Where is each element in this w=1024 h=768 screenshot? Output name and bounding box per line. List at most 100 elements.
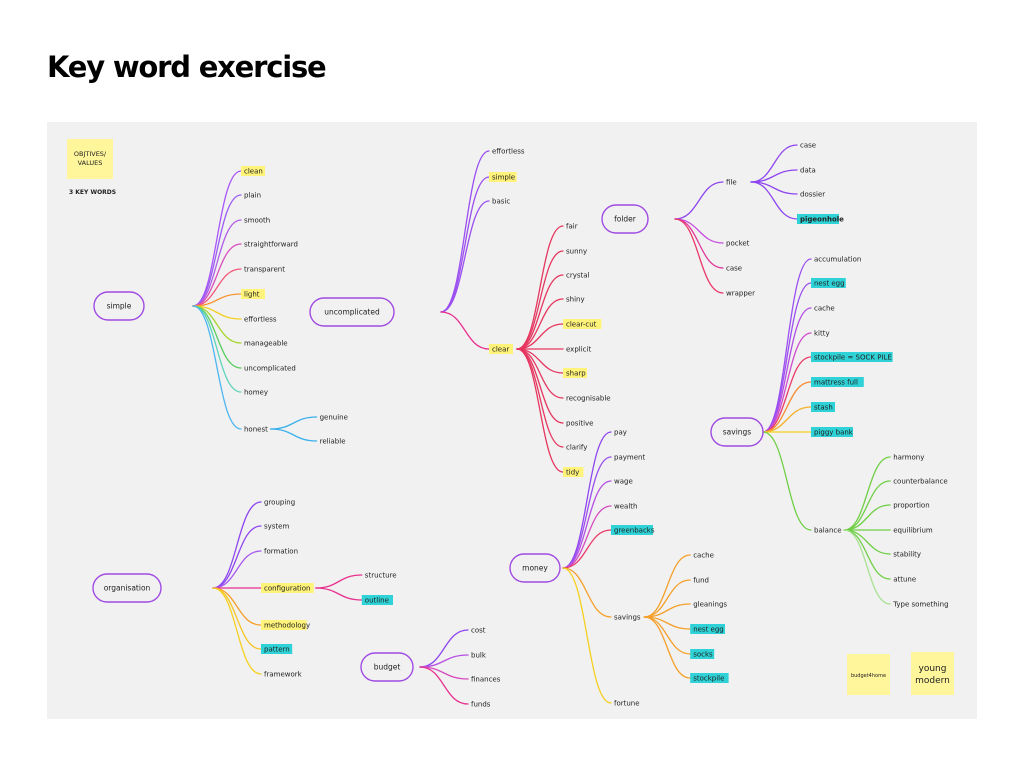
node-cache[interactable]: cache [693,551,714,559]
node-bulk[interactable]: bulk [471,651,487,659]
node-transparent[interactable]: transparent [244,265,285,273]
node-effortless[interactable]: effortless [492,147,525,155]
node-attune[interactable]: attune [893,575,916,583]
node-stability[interactable]: stability [893,550,921,558]
node-label: explicit [566,345,591,353]
root-node-money[interactable]: money [509,553,561,583]
node-greenbacks[interactable]: greenbacks [611,525,655,535]
node-wrapper[interactable]: wrapper [726,289,755,297]
node-nest-egg[interactable]: nest egg [690,624,725,634]
whiteboard-canvas[interactable]: clean plain smooth straightforward transpare… [47,122,977,719]
root-node-folder[interactable]: folder [601,204,649,234]
sticky-note-young-modern[interactable]: young modern [911,652,954,695]
node-structure[interactable]: structure [365,571,397,579]
node-kitty[interactable]: kitty [814,329,830,337]
node-shiny[interactable]: shiny [566,295,585,303]
node-system[interactable]: system [264,522,289,530]
node-type-something[interactable]: Type something [892,600,948,608]
node-pocket[interactable]: pocket [726,239,750,247]
node-socks[interactable]: socks [690,649,715,659]
highlight-teal [261,644,293,654]
node-counterbalance[interactable]: counterbalance [893,477,948,485]
node-fair[interactable]: fair [566,222,578,230]
node-outline[interactable]: outline [361,595,393,605]
node-pattern[interactable]: pattern [261,644,293,654]
node-simple[interactable]: simple [489,172,517,182]
node-honest[interactable]: honest [244,425,268,433]
connector-line [516,298,564,350]
node-payment[interactable]: payment [614,453,645,461]
node-label: mattress full [814,378,858,386]
node-cost[interactable]: cost [471,626,486,634]
node-recognisable[interactable]: recognisable [566,394,611,402]
node-data[interactable]: data [800,166,816,174]
node-pigeonhole[interactable]: pigeonhole [797,214,844,224]
node-grouping[interactable]: grouping [264,498,295,506]
node-wealth[interactable]: wealth [614,502,637,510]
node-stockpile-sock-pile[interactable]: stockpile = SOCK PILE [811,352,893,362]
node-label: clean [244,167,263,175]
node-fortune[interactable]: fortune [614,699,640,707]
node-fund[interactable]: fund [693,576,709,584]
node-gleanings[interactable]: gleanings [693,600,727,608]
node-mattress-full[interactable]: mattress full [811,377,864,387]
node-light[interactable]: light [241,289,265,299]
root-node-simple[interactable]: simple [93,291,145,321]
node-configuration[interactable]: configuration [261,583,314,593]
node-straightforward[interactable]: straightforward [244,240,298,248]
node-clear-cut[interactable]: clear-cut [563,319,602,329]
root-node-budget[interactable]: budget [360,652,414,682]
sticky-note-objtives[interactable]: OBJTIVES/ VALUES [67,139,113,179]
node-methodology[interactable]: methodology [261,620,310,630]
node-savings[interactable]: savings [614,613,641,621]
root-node-organisation[interactable]: organisation [92,573,162,603]
node-formation[interactable]: formation [264,547,298,555]
node-funds[interactable]: funds [471,700,491,708]
node-harmony[interactable]: harmony [893,453,924,461]
sticky-line-2: VALUES [78,159,103,167]
node-case[interactable]: case [726,264,742,272]
node-case[interactable]: case [800,141,816,149]
node-reliable[interactable]: reliable [320,437,346,445]
node-equilibrium[interactable]: equilibrium [893,526,933,534]
node-plain[interactable]: plain [244,191,261,199]
node-uncomplicated[interactable]: uncomplicated [244,364,296,372]
node-clarify[interactable]: clarify [566,443,587,451]
node-wage[interactable]: wage [614,477,633,485]
node-framework[interactable]: framework [264,670,303,678]
node-label: wealth [614,502,637,510]
node-positive[interactable]: positive [566,419,593,427]
node-homey[interactable]: homey [244,388,268,396]
node-proportion[interactable]: proportion [893,501,929,509]
node-stockpile[interactable]: stockpile [690,673,729,683]
node-finances[interactable]: finances [471,675,501,683]
node-effortless[interactable]: effortless [244,315,277,323]
node-piggy-bank[interactable]: piggy bank [811,427,854,437]
node-manageable[interactable]: manageable [244,339,288,347]
node-crystal[interactable]: crystal [566,271,590,279]
node-stash[interactable]: stash [811,402,835,412]
node-label: configuration [264,584,310,592]
node-cache[interactable]: cache [814,304,835,312]
node-basic[interactable]: basic [492,197,510,205]
node-sharp[interactable]: sharp [563,368,587,378]
root-node-savings[interactable]: savings [710,417,764,447]
node-dossier[interactable]: dossier [800,190,825,198]
node-file[interactable]: file [726,178,737,186]
node-nest-egg[interactable]: nest egg [811,278,846,288]
node-pay[interactable]: pay [614,428,627,436]
sticky-note-budget4home[interactable]: budget4home [847,654,890,695]
node-accumulation[interactable]: accumulation [814,255,861,263]
node-genuine[interactable]: genuine [320,413,348,421]
connector-line [750,181,798,220]
node-label: savings [614,613,641,621]
node-label: finances [471,675,501,683]
node-sunny[interactable]: sunny [566,247,587,255]
node-balance[interactable]: balance [814,526,842,534]
root-node-uncomplicated[interactable]: uncomplicated [309,297,395,327]
node-clear[interactable]: clear [489,344,513,354]
node-tidy[interactable]: tidy [563,467,584,477]
node-clean[interactable]: clean [241,166,265,176]
node-explicit[interactable]: explicit [566,345,591,353]
node-smooth[interactable]: smooth [244,216,270,224]
